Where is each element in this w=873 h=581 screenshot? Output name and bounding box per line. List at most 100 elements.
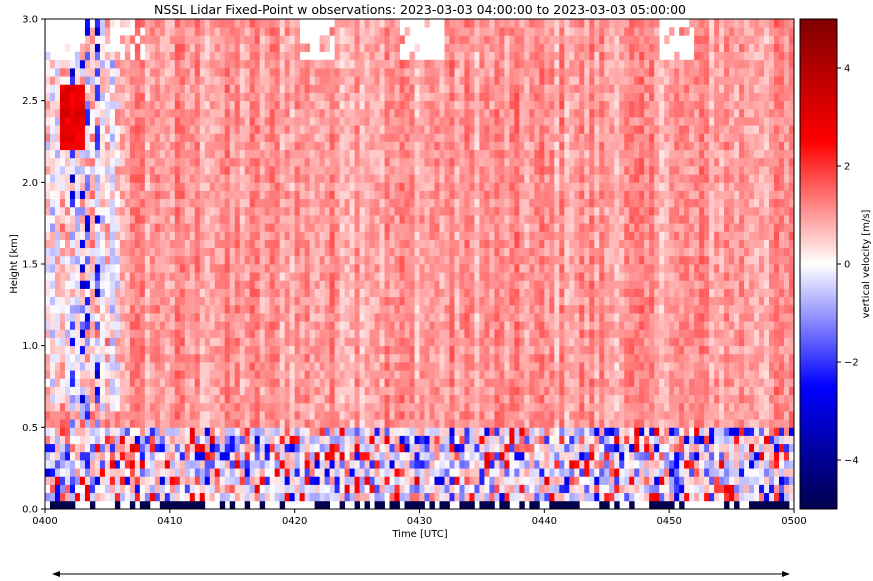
heatmap-cell <box>249 411 256 420</box>
heatmap-cell <box>454 411 460 420</box>
heatmap-cell <box>179 198 186 208</box>
heatmap-cell <box>459 264 465 273</box>
heatmap-cell <box>199 353 206 363</box>
heatmap-cell <box>84 108 91 118</box>
heatmap-cell <box>414 43 420 53</box>
heatmap-cell <box>444 215 450 224</box>
heatmap-cell <box>404 280 410 289</box>
heatmap-cell <box>404 223 410 232</box>
heatmap-cell <box>254 427 261 436</box>
heatmap-cell <box>94 402 101 412</box>
heatmap-cell <box>169 411 176 420</box>
heatmap-cell <box>104 51 111 61</box>
heatmap-cell <box>224 166 231 175</box>
heatmap-cell <box>334 419 340 428</box>
heatmap-cell <box>389 76 395 85</box>
heatmap-cell <box>289 190 296 200</box>
heatmap-cell <box>324 476 331 485</box>
heatmap-cell <box>219 27 226 36</box>
heatmap-cell <box>119 166 126 175</box>
heatmap-cell <box>114 117 121 126</box>
heatmap-cell <box>179 337 186 347</box>
heatmap-cell <box>304 313 311 322</box>
heatmap-cell <box>154 353 161 363</box>
heatmap-cell <box>264 451 271 461</box>
heatmap-cell <box>194 411 201 420</box>
heatmap-cell <box>134 239 141 249</box>
heatmap-cell <box>319 255 326 265</box>
heatmap-cell <box>414 370 420 379</box>
heatmap-cell <box>169 378 176 387</box>
heatmap-cell <box>384 206 390 216</box>
heatmap-cell <box>224 353 231 363</box>
heatmap-cell <box>304 174 311 183</box>
heatmap-cell <box>204 329 211 338</box>
heatmap-cell <box>159 68 166 77</box>
heatmap-cell <box>344 157 350 167</box>
heatmap-cell <box>219 468 226 477</box>
heatmap-cell <box>364 280 370 289</box>
heatmap-cell <box>159 362 166 371</box>
heatmap-cell <box>144 419 151 428</box>
heatmap-cell <box>449 492 455 502</box>
heatmap-cell <box>419 451 425 461</box>
heatmap-cell <box>354 43 360 53</box>
heatmap-cell <box>159 149 166 159</box>
heatmap-cell <box>149 239 156 249</box>
heatmap-cell <box>429 166 435 175</box>
heatmap-cell <box>339 59 345 69</box>
heatmap-cell <box>394 378 400 387</box>
heatmap-cell <box>49 468 56 477</box>
heatmap-cell <box>264 345 271 355</box>
heatmap-cell <box>419 394 425 404</box>
heatmap-cell <box>404 247 410 257</box>
heatmap-cell <box>134 296 141 306</box>
heatmap-cell <box>119 321 126 330</box>
heatmap-cell <box>49 378 56 387</box>
heatmap-cell <box>124 174 131 183</box>
heatmap-cell <box>329 411 336 420</box>
heatmap-cell <box>274 435 281 445</box>
heatmap-cell <box>374 370 380 379</box>
heatmap-cell <box>104 353 111 363</box>
heatmap-cell <box>324 43 331 53</box>
heatmap-cell <box>404 411 410 420</box>
heatmap-cell <box>344 59 350 69</box>
heatmap-cell <box>114 247 121 257</box>
heatmap-cell <box>149 394 156 404</box>
heatmap-cell <box>79 239 86 249</box>
heatmap-cell <box>214 411 221 420</box>
heatmap-cell <box>339 451 345 461</box>
heatmap-cell <box>229 402 236 412</box>
heatmap-cell <box>239 476 246 485</box>
heatmap-cell <box>209 141 216 151</box>
heatmap-cell <box>74 206 81 216</box>
heatmap-cell <box>179 394 186 404</box>
heatmap-cell <box>199 492 206 502</box>
heatmap-cell <box>179 484 186 494</box>
heatmap-cell <box>459 411 465 420</box>
heatmap-cell <box>464 296 470 306</box>
heatmap-cell <box>254 411 261 420</box>
heatmap-cell <box>49 92 56 102</box>
heatmap-cell <box>374 19 380 28</box>
heatmap-cell <box>424 484 430 494</box>
heatmap-cell <box>274 402 281 412</box>
heatmap-cell <box>179 419 186 428</box>
heatmap-cell <box>254 247 261 257</box>
heatmap-cell <box>254 198 261 208</box>
heatmap-cell <box>184 362 191 371</box>
heatmap-cell <box>344 43 350 53</box>
heatmap-cell <box>379 370 385 379</box>
heatmap-cell <box>204 451 211 461</box>
heatmap-cell <box>104 125 111 134</box>
heatmap-cell <box>254 272 261 281</box>
heatmap-cell <box>354 304 360 314</box>
heatmap-cell <box>359 484 365 494</box>
heatmap-cell <box>369 100 375 110</box>
heatmap-cell <box>79 321 86 330</box>
heatmap-cell <box>94 280 101 289</box>
heatmap-cell <box>144 35 151 44</box>
heatmap-cell <box>239 329 246 338</box>
heatmap-cell <box>149 460 156 469</box>
